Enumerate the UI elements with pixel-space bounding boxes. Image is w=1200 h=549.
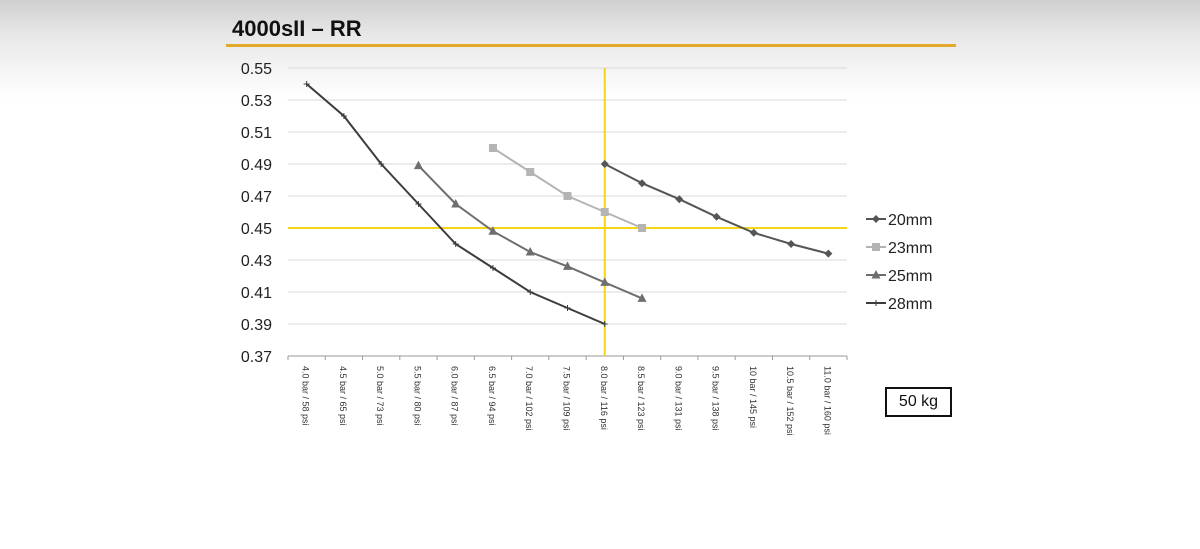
x-tick-label: 10.5 bar / 152 psi	[785, 366, 795, 436]
x-tick-label: 7.5 bar / 109 psi	[562, 366, 572, 431]
x-axis-ticks: 4.0 bar / 58 psi 4.5 bar / 65 psi 5.0 bar …	[301, 366, 833, 436]
y-axis-ticks: 0.55 0.53 0.51 0.49 0.47 0.45 0.43 0.41 0.39 0.37	[241, 61, 272, 366]
x-tick-label: 8.0 bar / 116 psi	[599, 366, 609, 430]
y-tick-label: 0.37	[241, 349, 272, 366]
data-point-diamond	[600, 160, 609, 168]
series-line	[417, 164, 643, 300]
data-point-cross	[340, 113, 347, 119]
title-rule	[226, 44, 956, 47]
legend-item-25mm: 25mm	[866, 268, 932, 285]
legend-item-23mm: 23mm	[866, 240, 932, 257]
top-shade	[0, 0, 1200, 100]
data-point-triangle	[600, 277, 610, 286]
data-point-cross	[489, 265, 496, 271]
y-tick-label: 0.47	[241, 189, 272, 206]
x-tick-label: 9.5 bar / 138 psi	[711, 366, 721, 431]
grid-lines	[287, 67, 848, 360]
data-point-square	[488, 144, 497, 152]
series-28mm	[303, 81, 608, 327]
weight-label-box: 50 kg	[885, 387, 952, 417]
data-point-square	[600, 208, 609, 216]
data-point-cross	[564, 305, 571, 311]
y-tick-label: 0.41	[241, 285, 272, 302]
y-tick-label: 0.39	[241, 317, 272, 334]
y-tick-label: 0.51	[241, 125, 272, 142]
data-point-square	[563, 192, 572, 200]
legend-item-28mm: 28mm	[866, 296, 932, 313]
legend: 20mm 23mm 25mm 28mm	[866, 212, 932, 313]
x-tick-label: 9.0 bar / 131 psi	[673, 366, 683, 431]
series-line	[492, 147, 643, 229]
x-tick-label: 5.0 bar / 73 psi	[375, 366, 385, 426]
data-point-diamond	[638, 179, 647, 188]
legend-label: 20mm	[888, 212, 932, 229]
y-tick-label: 0.49	[241, 157, 272, 174]
legend-label: 28mm	[888, 296, 932, 313]
data-point-diamond	[824, 249, 833, 258]
data-point-triangle	[488, 226, 498, 235]
data-point-square	[638, 224, 647, 232]
x-tick-label: 6.0 bar / 87 psi	[450, 366, 460, 426]
data-point-cross	[601, 321, 608, 327]
series-20mm	[600, 160, 833, 258]
data-point-cross	[527, 289, 534, 295]
data-point-triangle	[451, 199, 461, 208]
data-point-diamond	[787, 240, 796, 248]
legend-label: 25mm	[888, 268, 932, 285]
legend-label: 23mm	[888, 240, 932, 257]
data-point-triangle	[637, 293, 647, 302]
data-point-triangle	[413, 160, 423, 170]
data-point-cross	[303, 81, 310, 87]
x-tick-label: 4.5 bar / 65 psi	[338, 366, 348, 426]
series-23mm	[488, 144, 647, 232]
data-point-diamond	[712, 212, 721, 221]
data-point-diamond	[675, 195, 684, 204]
data-point-square	[872, 243, 880, 251]
reference-lines	[288, 68, 847, 356]
data-point-cross	[378, 161, 385, 167]
data-point-triangle	[871, 270, 881, 279]
x-tick-label: 7.0 bar / 102 psi	[524, 366, 534, 431]
y-tick-label: 0.55	[241, 61, 272, 78]
x-tick-label: 11.0 bar / 160 psi	[822, 366, 832, 435]
y-tick-label: 0.43	[241, 253, 272, 270]
data-point-cross	[415, 201, 422, 207]
data-point-triangle	[563, 261, 572, 270]
y-tick-label: 0.45	[241, 221, 272, 238]
data-point-square	[526, 168, 535, 176]
series-lines	[303, 81, 833, 327]
data-point-diamond	[749, 228, 758, 237]
data-point-diamond	[872, 215, 880, 223]
x-tick-label: 5.5 bar / 80 psi	[412, 366, 422, 426]
data-point-triangle	[525, 247, 535, 256]
series-25mm	[413, 160, 647, 302]
x-tick-label: 4.0 bar / 58 psi	[301, 366, 311, 426]
x-tick-label: 10 bar / 145 psi	[748, 366, 758, 428]
data-point-cross	[873, 300, 879, 306]
data-point-cross	[452, 241, 459, 247]
legend-item-20mm: 20mm	[866, 212, 932, 229]
y-tick-label: 0.53	[241, 93, 272, 110]
slide-title: 4000sII – RR	[232, 16, 362, 41]
series-line	[604, 163, 829, 255]
x-tick-label: 8.5 bar / 123 psi	[636, 366, 646, 431]
x-tick-label: 6.5 bar / 94 psi	[487, 366, 497, 426]
